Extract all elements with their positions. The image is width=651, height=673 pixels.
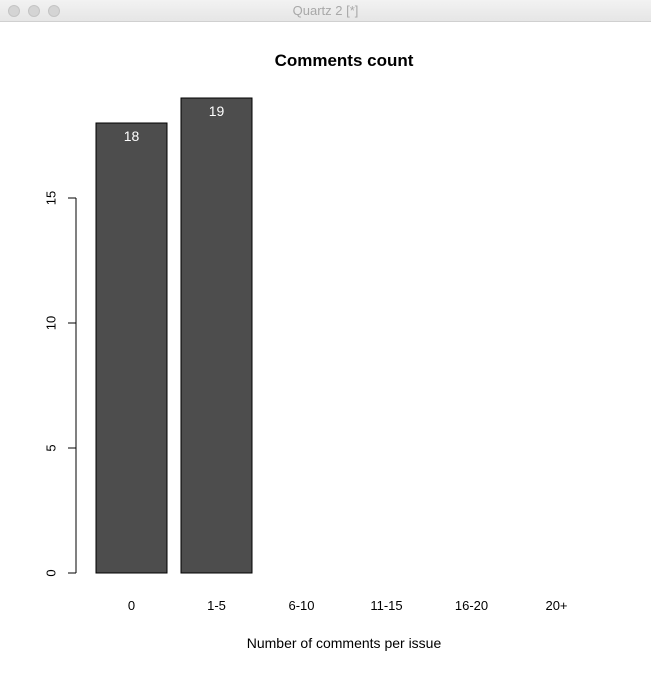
chart-title: Comments count [275,51,414,70]
bar-chart: Comments count Number of comments per is… [43,51,568,651]
bar-1-5 [180,97,253,574]
plot-area: Comments count Number of comments per is… [0,22,651,673]
data-label: 19 [209,103,225,119]
y-tick-label: 10 [43,316,58,330]
x-axis-label: Number of comments per issue [247,635,442,651]
x-tick-label: 11-15 [370,598,402,613]
zoom-window-button[interactable] [48,5,60,17]
y-tick-label: 0 [43,569,58,576]
x-tick-label: 20+ [545,598,567,613]
x-tick-label: 16-20 [455,598,488,613]
x-tick-labels: 0 1-5 6-10 11-15 16-20 20+ [128,598,568,613]
window-title: Quartz 2 [*] [292,3,359,18]
x-tick-label: 0 [128,598,135,613]
bars [95,97,253,574]
close-window-button[interactable] [8,5,20,17]
title-bar: Quartz 2 [*] [0,0,651,22]
y-tick-label: 5 [43,444,58,451]
y-axis: 0 5 10 15 [43,191,77,577]
x-tick-label: 1-5 [207,598,226,613]
y-tick-label: 15 [43,191,58,205]
bar-0 [95,122,168,574]
data-label: 18 [124,128,140,144]
x-tick-label: 6-10 [288,598,314,613]
minimize-window-button[interactable] [28,5,40,17]
